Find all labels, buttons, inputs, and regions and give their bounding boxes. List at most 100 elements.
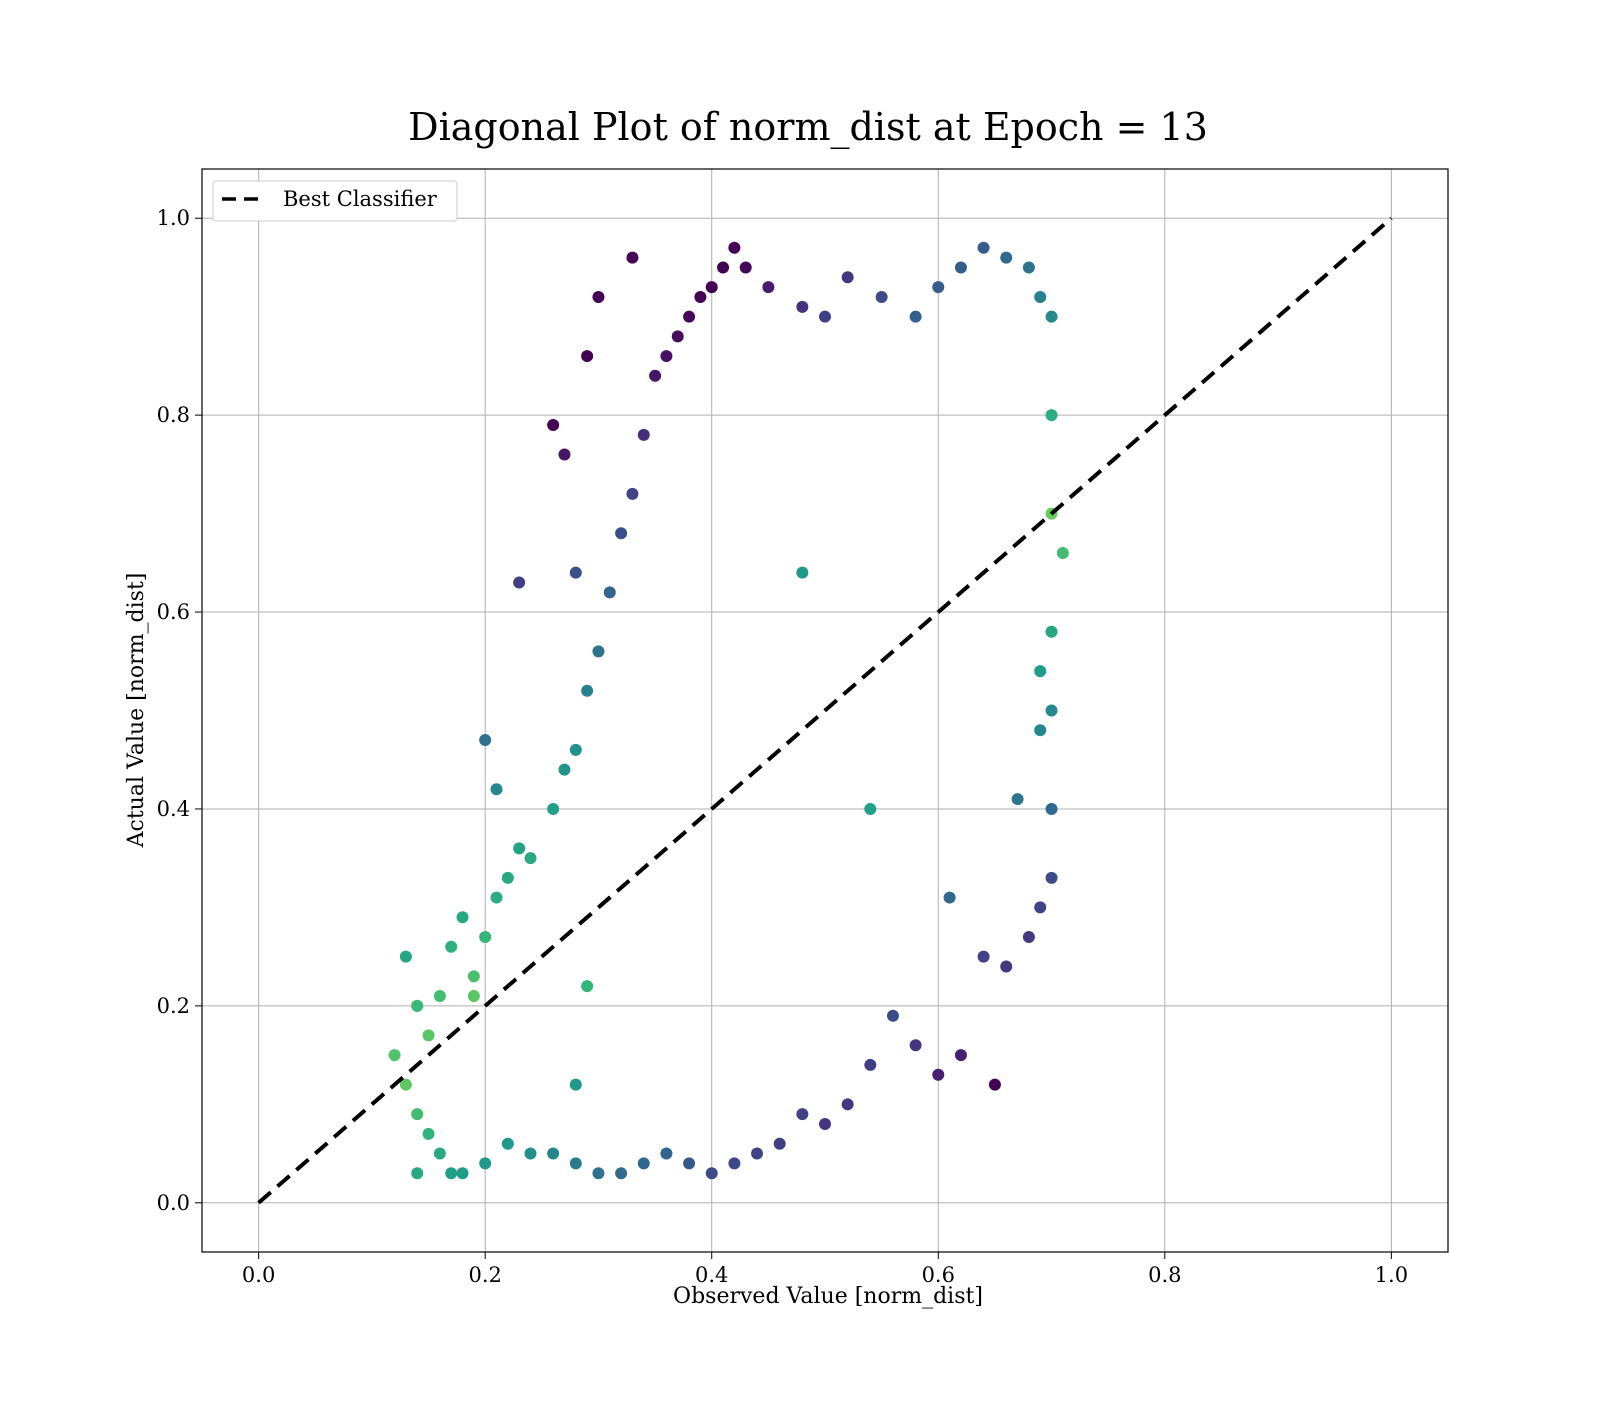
scatter-point bbox=[796, 300, 809, 313]
legend: Best Classifier bbox=[212, 180, 458, 222]
scatter-point bbox=[909, 310, 922, 323]
scatter-point bbox=[569, 1078, 582, 1091]
scatter-point bbox=[694, 290, 707, 303]
scatter-point bbox=[637, 428, 650, 441]
scatter-point bbox=[841, 1098, 854, 1111]
scatter-point bbox=[1045, 871, 1058, 884]
x-tick-label: 0.8 bbox=[1148, 1263, 1181, 1287]
x-tick-label: 0.6 bbox=[922, 1263, 955, 1287]
y-tick-label: 0.0 bbox=[157, 1191, 190, 1215]
scatter-point bbox=[1045, 802, 1058, 815]
scatter-point bbox=[943, 891, 956, 904]
scatter-point bbox=[649, 369, 662, 382]
scatter-point bbox=[411, 1167, 424, 1180]
scatter-point bbox=[569, 566, 582, 579]
plot-frame bbox=[201, 168, 1449, 1253]
scatter-point bbox=[501, 1137, 514, 1150]
scatter-point bbox=[603, 586, 616, 599]
best-classifier-line bbox=[257, 216, 1393, 1205]
scatter-point bbox=[399, 1078, 412, 1091]
scatter-point bbox=[467, 990, 480, 1003]
scatter-point bbox=[637, 1157, 650, 1170]
scatter-point bbox=[411, 1108, 424, 1121]
scatter-point bbox=[796, 1108, 809, 1121]
scatter-point bbox=[547, 802, 560, 815]
scatter-point bbox=[660, 1147, 673, 1160]
scatter-point bbox=[513, 842, 526, 855]
x-tick-label: 0.2 bbox=[468, 1263, 501, 1287]
scatter-point bbox=[422, 1029, 435, 1042]
scatter-point bbox=[796, 566, 809, 579]
scatter-point bbox=[467, 970, 480, 983]
scatter-point bbox=[1000, 960, 1013, 973]
legend-label-best-classifier: Best Classifier bbox=[283, 187, 438, 211]
scatter-point bbox=[728, 1157, 741, 1170]
scatter-point bbox=[717, 261, 730, 274]
scatter-point bbox=[762, 281, 775, 294]
scatter-point bbox=[581, 980, 594, 993]
scatter-point bbox=[909, 1039, 922, 1052]
scatter-point bbox=[671, 330, 684, 343]
x-tick-label: 0.0 bbox=[242, 1263, 275, 1287]
scatter-point bbox=[1000, 251, 1013, 264]
scatter-point bbox=[433, 1147, 446, 1160]
scatter-point bbox=[422, 1127, 435, 1140]
scatter-point bbox=[479, 930, 492, 943]
scatter-point bbox=[501, 871, 514, 884]
scatter-point bbox=[399, 950, 412, 963]
scatter-point bbox=[932, 281, 945, 294]
scatter-point bbox=[479, 1157, 492, 1170]
scatter-point bbox=[683, 310, 696, 323]
x-axis-label: Observed Value [norm_dist] bbox=[673, 1284, 983, 1309]
scatter-point bbox=[581, 684, 594, 697]
scatter-point bbox=[490, 783, 503, 796]
scatter-point bbox=[864, 1058, 877, 1071]
scatter-points bbox=[388, 241, 1069, 1180]
scatter-point bbox=[592, 290, 605, 303]
y-tick-label: 0.6 bbox=[157, 600, 190, 624]
scatter-point bbox=[456, 911, 469, 924]
y-tick-label: 0.4 bbox=[157, 797, 190, 821]
scatter-point bbox=[592, 1167, 605, 1180]
scatter-point bbox=[1034, 901, 1047, 914]
scatter-point bbox=[558, 763, 571, 776]
scatter-point bbox=[988, 1078, 1001, 1091]
scatter-point bbox=[841, 271, 854, 284]
scatter-point bbox=[1056, 546, 1069, 559]
scatter-point bbox=[977, 950, 990, 963]
scatter-point bbox=[581, 350, 594, 363]
scatter-point bbox=[388, 1049, 401, 1062]
scatter-point bbox=[1034, 724, 1047, 737]
y-tick-label: 0.2 bbox=[157, 994, 190, 1018]
scatter-point bbox=[1022, 930, 1035, 943]
scatter-point bbox=[886, 1009, 899, 1022]
scatter-point bbox=[705, 281, 718, 294]
scatter-point bbox=[1034, 665, 1047, 678]
scatter-point bbox=[626, 251, 639, 264]
scatter-point bbox=[1045, 625, 1058, 638]
scatter-point bbox=[1022, 261, 1035, 274]
scatter-point bbox=[977, 241, 990, 254]
diagonal-line bbox=[257, 216, 1393, 1205]
scatter-point bbox=[864, 802, 877, 815]
scatter-point bbox=[773, 1137, 786, 1150]
scatter-point bbox=[739, 261, 752, 274]
scatter-point bbox=[660, 350, 673, 363]
y-tick-label: 1.0 bbox=[157, 206, 190, 230]
y-tick-label: 0.8 bbox=[157, 403, 190, 427]
scatter-point bbox=[615, 527, 628, 540]
scatter-point bbox=[558, 448, 571, 461]
scatter-point bbox=[490, 891, 503, 904]
scatter-point bbox=[411, 999, 424, 1012]
scatter-point bbox=[932, 1068, 945, 1081]
scatter-point bbox=[479, 734, 492, 747]
scatter-point bbox=[1045, 310, 1058, 323]
chart-title: Diagonal Plot of norm_dist at Epoch = 13 bbox=[408, 105, 1208, 150]
y-axis-label: Actual Value [norm_dist] bbox=[124, 573, 149, 849]
scatter-point bbox=[954, 1049, 967, 1062]
scatter-point bbox=[751, 1147, 764, 1160]
scatter-point bbox=[1011, 793, 1024, 806]
scatter-point bbox=[569, 743, 582, 756]
